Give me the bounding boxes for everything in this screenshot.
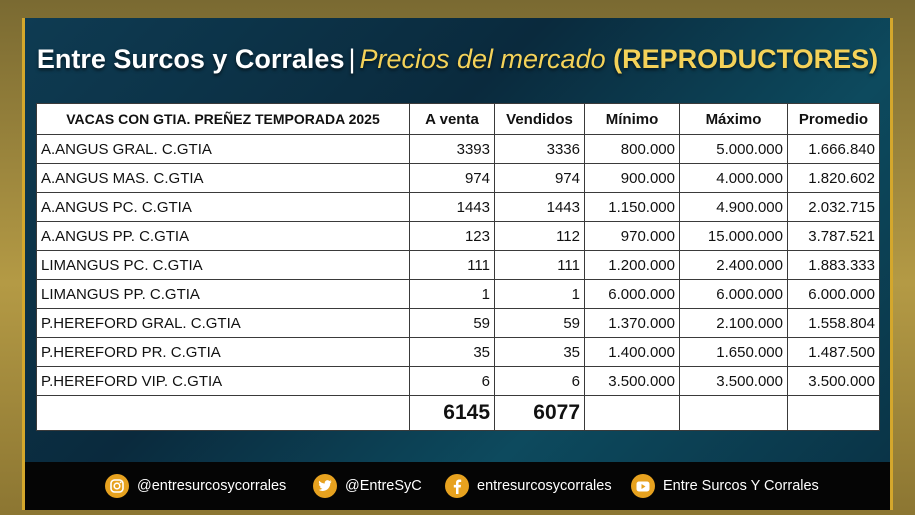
price-table: VACAS CON GTIA. PREÑEZ TEMPORADA 2025 A … bbox=[36, 103, 880, 431]
twitter-link[interactable]: @EntreSyC bbox=[313, 474, 422, 498]
facebook-icon bbox=[445, 474, 469, 498]
cell-maximo: 2.400.000 bbox=[679, 250, 788, 280]
totals-row: 6145 6077 bbox=[36, 395, 880, 431]
cell-category: P.HEREFORD GRAL. C.GTIA bbox=[36, 308, 410, 338]
cell-minimo: 3.500.000 bbox=[584, 366, 680, 396]
cell-vendidos: 3336 bbox=[494, 134, 585, 164]
cell-promedio: 3.500.000 bbox=[787, 366, 880, 396]
total-a-venta: 6145 bbox=[409, 395, 495, 431]
cell-maximo: 15.000.000 bbox=[679, 221, 788, 251]
cell-maximo: 1.650.000 bbox=[679, 337, 788, 367]
totals-empty-cell bbox=[584, 395, 680, 431]
cell-minimo: 6.000.000 bbox=[584, 279, 680, 309]
cell-vendidos: 1 bbox=[494, 279, 585, 309]
youtube-channel: Entre Surcos Y Corrales bbox=[663, 478, 819, 494]
instagram-icon bbox=[105, 474, 129, 498]
table-row: LIMANGUS PC. C.GTIA 111 111 1.200.000 2.… bbox=[36, 250, 880, 280]
cell-a-venta: 59 bbox=[409, 308, 495, 338]
cell-minimo: 900.000 bbox=[584, 163, 680, 193]
table-row: A.ANGUS PP. C.GTIA 123 112 970.000 15.00… bbox=[36, 221, 880, 251]
facebook-link[interactable]: entresurcosycorrales bbox=[445, 474, 612, 498]
cell-minimo: 1.200.000 bbox=[584, 250, 680, 280]
cell-maximo: 5.000.000 bbox=[679, 134, 788, 164]
column-header-category: VACAS CON GTIA. PREÑEZ TEMPORADA 2025 bbox=[36, 103, 410, 135]
total-vendidos: 6077 bbox=[494, 395, 585, 431]
cell-category: A.ANGUS PP. C.GTIA bbox=[36, 221, 410, 251]
cell-a-venta: 974 bbox=[409, 163, 495, 193]
cell-a-venta: 1443 bbox=[409, 192, 495, 222]
cell-category: A.ANGUS PC. C.GTIA bbox=[36, 192, 410, 222]
title-subtitle: Precios del mercado bbox=[359, 44, 606, 74]
totals-empty-cell bbox=[36, 395, 410, 431]
table-row: A.ANGUS GRAL. C.GTIA 3393 3336 800.000 5… bbox=[36, 134, 880, 164]
column-header-a-venta: A venta bbox=[409, 103, 495, 135]
page-title: Entre Surcos y Corrales | Precios del merc… bbox=[0, 44, 915, 75]
instagram-handle: @entresurcosycorrales bbox=[137, 478, 287, 494]
cell-vendidos: 6 bbox=[494, 366, 585, 396]
cell-maximo: 3.500.000 bbox=[679, 366, 788, 396]
cell-vendidos: 112 bbox=[494, 221, 585, 251]
cell-category: A.ANGUS GRAL. C.GTIA bbox=[36, 134, 410, 164]
cell-category: LIMANGUS PC. C.GTIA bbox=[36, 250, 410, 280]
totals-empty-cell bbox=[787, 395, 880, 431]
cell-vendidos: 111 bbox=[494, 250, 585, 280]
cell-minimo: 970.000 bbox=[584, 221, 680, 251]
cell-promedio: 1.820.602 bbox=[787, 163, 880, 193]
cell-category: A.ANGUS MAS. C.GTIA bbox=[36, 163, 410, 193]
table-row: A.ANGUS PC. C.GTIA 1443 1443 1.150.000 4… bbox=[36, 192, 880, 222]
cell-minimo: 1.370.000 bbox=[584, 308, 680, 338]
table-row: P.HEREFORD PR. C.GTIA 35 35 1.400.000 1.… bbox=[36, 337, 880, 367]
table-row: LIMANGUS PP. C.GTIA 1 1 6.000.000 6.000.… bbox=[36, 279, 880, 309]
cell-promedio: 6.000.000 bbox=[787, 279, 880, 309]
column-header-minimo: Mínimo bbox=[584, 103, 680, 135]
cell-promedio: 1.558.804 bbox=[787, 308, 880, 338]
cell-a-venta: 111 bbox=[409, 250, 495, 280]
title-separator: | bbox=[348, 44, 356, 74]
cell-category: LIMANGUS PP. C.GTIA bbox=[36, 279, 410, 309]
cell-category: P.HEREFORD PR. C.GTIA bbox=[36, 337, 410, 367]
column-header-promedio: Promedio bbox=[787, 103, 880, 135]
youtube-icon bbox=[631, 474, 655, 498]
cell-vendidos: 59 bbox=[494, 308, 585, 338]
cell-a-venta: 6 bbox=[409, 366, 495, 396]
column-header-maximo: Máximo bbox=[679, 103, 788, 135]
cell-vendidos: 35 bbox=[494, 337, 585, 367]
instagram-link[interactable]: @entresurcosycorrales bbox=[105, 474, 286, 498]
totals-empty-cell bbox=[679, 395, 788, 431]
twitter-icon bbox=[313, 474, 337, 498]
cell-minimo: 1.150.000 bbox=[584, 192, 680, 222]
cell-maximo: 2.100.000 bbox=[679, 308, 788, 338]
cell-promedio: 2.032.715 bbox=[787, 192, 880, 222]
cell-a-venta: 3393 bbox=[409, 134, 495, 164]
cell-category: P.HEREFORD VIP. C.GTIA bbox=[36, 366, 410, 396]
price-table-container: VACAS CON GTIA. PREÑEZ TEMPORADA 2025 A … bbox=[36, 103, 880, 431]
cell-vendidos: 1443 bbox=[494, 192, 585, 222]
table-row: P.HEREFORD VIP. C.GTIA 6 6 3.500.000 3.5… bbox=[36, 366, 880, 396]
table-row: A.ANGUS MAS. C.GTIA 974 974 900.000 4.00… bbox=[36, 163, 880, 193]
cell-vendidos: 974 bbox=[494, 163, 585, 193]
table-header-row: VACAS CON GTIA. PREÑEZ TEMPORADA 2025 A … bbox=[36, 103, 880, 135]
cell-promedio: 1.883.333 bbox=[787, 250, 880, 280]
cell-promedio: 3.787.521 bbox=[787, 221, 880, 251]
cell-minimo: 1.400.000 bbox=[584, 337, 680, 367]
cell-promedio: 1.666.840 bbox=[787, 134, 880, 164]
social-footer: @entresurcosycorrales @EntreSyC entresur… bbox=[22, 462, 893, 510]
cell-maximo: 4.000.000 bbox=[679, 163, 788, 193]
cell-a-venta: 1 bbox=[409, 279, 495, 309]
cell-minimo: 800.000 bbox=[584, 134, 680, 164]
cell-a-venta: 35 bbox=[409, 337, 495, 367]
twitter-handle: @EntreSyC bbox=[345, 478, 422, 494]
title-tag: (REPRODUCTORES) bbox=[613, 44, 879, 74]
cell-maximo: 4.900.000 bbox=[679, 192, 788, 222]
facebook-handle: entresurcosycorrales bbox=[477, 478, 612, 494]
cell-promedio: 1.487.500 bbox=[787, 337, 880, 367]
column-header-vendidos: Vendidos bbox=[494, 103, 585, 135]
table-row: P.HEREFORD GRAL. C.GTIA 59 59 1.370.000 … bbox=[36, 308, 880, 338]
brand-title: Entre Surcos y Corrales bbox=[36, 44, 345, 74]
cell-maximo: 6.000.000 bbox=[679, 279, 788, 309]
cell-a-venta: 123 bbox=[409, 221, 495, 251]
youtube-link[interactable]: Entre Surcos Y Corrales bbox=[631, 474, 819, 498]
